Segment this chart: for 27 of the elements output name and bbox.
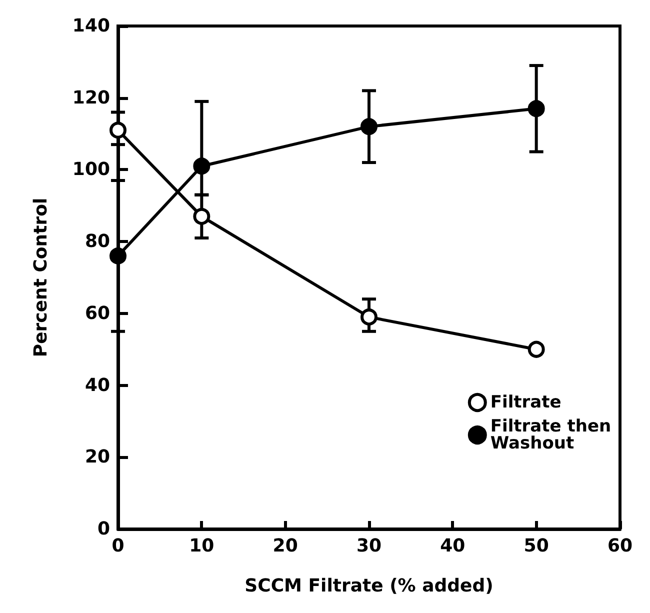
point bbox=[360, 308, 378, 326]
y-tick-label: 100 bbox=[72, 159, 110, 180]
point bbox=[193, 208, 210, 225]
point bbox=[110, 247, 126, 264]
x-tick-label: 20 bbox=[272, 536, 298, 556]
point bbox=[528, 340, 545, 358]
x-tick-label: 40 bbox=[440, 536, 466, 556]
x-tick-label: 30 bbox=[356, 536, 382, 556]
x-tick-label: 60 bbox=[607, 536, 633, 556]
legend-label: Filtrate then Washout bbox=[490, 416, 618, 454]
y-tick-label: 80 bbox=[84, 231, 110, 252]
point bbox=[528, 100, 545, 118]
point bbox=[360, 118, 378, 136]
x-axis-title: SCCM Filtrate (% added) bbox=[244, 576, 494, 596]
x-tick-label: 50 bbox=[524, 536, 549, 556]
point bbox=[110, 122, 126, 139]
y-tick-label: 40 bbox=[84, 374, 110, 396]
y-tick-label: 140 bbox=[72, 16, 110, 36]
legend-label: Filtrate bbox=[490, 392, 562, 412]
y-tick-label: 0 bbox=[97, 518, 110, 540]
point bbox=[193, 158, 210, 175]
y-tick-label: 60 bbox=[84, 302, 110, 324]
y-tick-label: 20 bbox=[84, 446, 110, 468]
x-tick-label: 10 bbox=[189, 536, 214, 556]
x-tick-label: 0 bbox=[112, 536, 124, 556]
y-tick-label: 120 bbox=[72, 87, 110, 108]
y-axis-title: Percent Control bbox=[30, 198, 52, 358]
